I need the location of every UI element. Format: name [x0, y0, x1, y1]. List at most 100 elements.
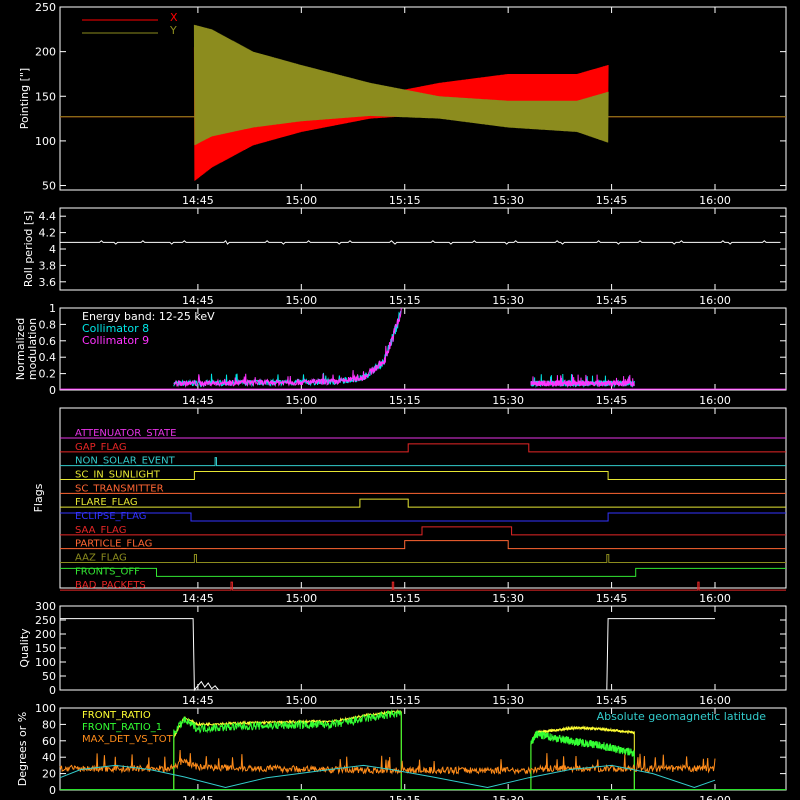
pointing-xtick-label-5: 16:00: [699, 194, 731, 207]
ratios-series-1-segment-1: [530, 730, 635, 791]
ratios-ylabel: Degrees or %: [16, 712, 29, 786]
pointing-frame: [59, 6, 787, 191]
flags-xtick-label-0: 14:45: [182, 592, 214, 605]
flag-trace-fronts_off: [60, 567, 786, 577]
ratios-series-1-segment-0: [173, 709, 402, 791]
pointing-legend-label-Y: Y: [169, 24, 177, 37]
ratios-xtick-label-1: 15:00: [285, 794, 317, 800]
modulation-ytick-label-3: 0.6: [39, 335, 57, 348]
roll-ytick-label-4: 4.4: [39, 210, 57, 223]
roll-xtick-label-2: 15:15: [389, 294, 421, 307]
roll-ytick-label-2: 4: [49, 243, 56, 256]
flag-label-fronts_off: FRONTS_OFF: [75, 566, 140, 577]
flag-trace-aaz_flag: [60, 554, 786, 563]
modulation-ytick-label-0: 0: [49, 384, 56, 397]
flags-xtick-label-3: 15:30: [492, 592, 524, 605]
quality-ytick-label-2: 100: [35, 656, 56, 669]
ratios-xtick-label-0: 14:45: [182, 794, 214, 800]
flag-label-sc_transmitter: SC_TRANSMITTER: [75, 483, 164, 494]
axes-layer: [59, 6, 787, 791]
pointing-xtick-label-3: 15:30: [492, 194, 524, 207]
flag-label-gap_flag: GAP_FLAG: [75, 442, 127, 453]
ratios-xtick-label-5: 16:00: [699, 794, 731, 800]
roll-ytick-label-3: 4.2: [39, 227, 57, 240]
quality-ylabel: Quality: [18, 628, 31, 668]
ratios-series-geomag: [59, 764, 716, 789]
pointing-xtick-label-1: 15:00: [285, 194, 317, 207]
modulation-xtick-label-0: 14:45: [182, 394, 214, 407]
quality-ytick-label-3: 150: [35, 642, 56, 655]
ratios-ytick-label-2: 40: [42, 751, 56, 764]
quality-ytick-label-4: 200: [35, 628, 56, 641]
modulation-series-1-segment-1: [530, 374, 635, 389]
flags-ylabel: Flags: [32, 483, 45, 512]
quality-xtick-label-4: 15:45: [596, 694, 628, 707]
ratios-ytick-label-1: 20: [42, 768, 56, 781]
flags-xtick-label-1: 15:00: [285, 592, 317, 605]
modulation-xtick-label-1: 15:00: [285, 394, 317, 407]
modulation-xtick-label-2: 15:15: [389, 394, 421, 407]
quality-ytick-label-6: 300: [35, 600, 56, 613]
flag-label-particle_flag: PARTICLE_FLAG: [75, 539, 152, 550]
ratios-ytick-label-5: 100: [35, 702, 56, 715]
flags-frame: [59, 407, 787, 589]
modulation-ytick-label-4: 0.8: [39, 318, 57, 331]
flag-label-saa_flag: SAA_FLAG: [75, 525, 126, 536]
flag-trace-bad_packets: [60, 581, 786, 591]
flag-label-sc_in_sunlight: SC_IN_SUNLIGHT: [75, 470, 161, 481]
flags-xtick-label-2: 15:15: [389, 592, 421, 605]
modulation-legend-1: Collimator 9: [82, 334, 149, 347]
flag-label-aaz_flag: AAZ_FLAG: [75, 553, 127, 564]
flag-label-non_solar_event: NON_SOLAR_EVENT: [75, 456, 176, 467]
ratios-xtick-label-2: 15:15: [389, 794, 421, 800]
ratios-series-0-segment-1: [530, 725, 635, 791]
pointing-legend-label-X: X: [170, 11, 178, 24]
quality-xtick-label-5: 16:00: [699, 694, 731, 707]
flags-xtick-label-5: 16:00: [699, 592, 731, 605]
ratios-xtick-label-4: 15:45: [596, 794, 628, 800]
modulation-ytick-label-2: 0.4: [39, 351, 57, 364]
quality-ytick-label-5: 250: [35, 614, 56, 627]
modulation-series-1-segment-0: [173, 308, 402, 388]
ratios-series-2-segment-0: [59, 749, 716, 776]
quality-ytick-label-0: 0: [49, 684, 56, 697]
flags-xtick-label-4: 15:45: [596, 592, 628, 605]
roll-xtick-label-1: 15:00: [285, 294, 317, 307]
ratios-legend-2: MAX_DET_VS_TOT: [82, 734, 174, 745]
ratios-xtick-label-3: 15:30: [492, 794, 524, 800]
quality-ytick-label-1: 50: [42, 670, 56, 683]
ratios-ytick-label-4: 80: [42, 718, 56, 731]
modulation-ytick-label-5: 1: [49, 302, 56, 315]
pointing-series-Y: [193, 24, 609, 146]
flag-label-bad_packets: BAD_PACKETS: [75, 580, 146, 591]
pointing-ylabel: Pointing ["]: [18, 68, 31, 129]
roll-frame: [59, 207, 787, 291]
pointing-ytick-label-3: 200: [35, 46, 56, 59]
modulation-xtick-label-5: 16:00: [699, 394, 731, 407]
quality-xtick-label-2: 15:15: [389, 694, 421, 707]
quality-series: [60, 618, 715, 692]
roll-xtick-label-4: 15:45: [596, 294, 628, 307]
pointing-xtick-label-0: 14:45: [182, 194, 214, 207]
modulation-legend-0: Collimator 8: [82, 322, 149, 335]
quality-xtick-label-3: 15:30: [492, 694, 524, 707]
flag-trace-non_solar_event: [60, 457, 786, 467]
roll-ylabel: Roll period [s]: [22, 211, 35, 287]
flag-label-eclipse_flag: ECLIPSE_FLAG: [75, 511, 146, 522]
flag-trace-particle_flag: [60, 540, 786, 550]
flag-trace-sc_in_sunlight: [60, 471, 786, 480]
roll-xtick-label-5: 16:00: [699, 294, 731, 307]
ratios-legend-0: FRONT_RATIO: [82, 710, 151, 721]
text-layer: 14:45 15:00 15:15 15:30 15:45 16:00 14:45 15:00…: [14, 1, 766, 800]
pointing-xtick-label-4: 15:45: [596, 194, 628, 207]
pointing-ytick-label-2: 150: [35, 90, 56, 103]
flag-label-attenuator_state: ATTENUATOR_STATE: [75, 428, 176, 439]
roll-ytick-label-0: 3.6: [39, 276, 57, 289]
modulation-ylabel-line2: modulation: [26, 318, 39, 380]
modulation-series-0-segment-0: [173, 310, 402, 388]
modulation-ytick-label-1: 0.2: [39, 368, 57, 381]
ratios-ytick-label-0: 0: [49, 784, 56, 797]
ratios-legend-1: FRONT_RATIO_1: [82, 722, 162, 733]
ratios-series-0-segment-0: [173, 709, 402, 791]
